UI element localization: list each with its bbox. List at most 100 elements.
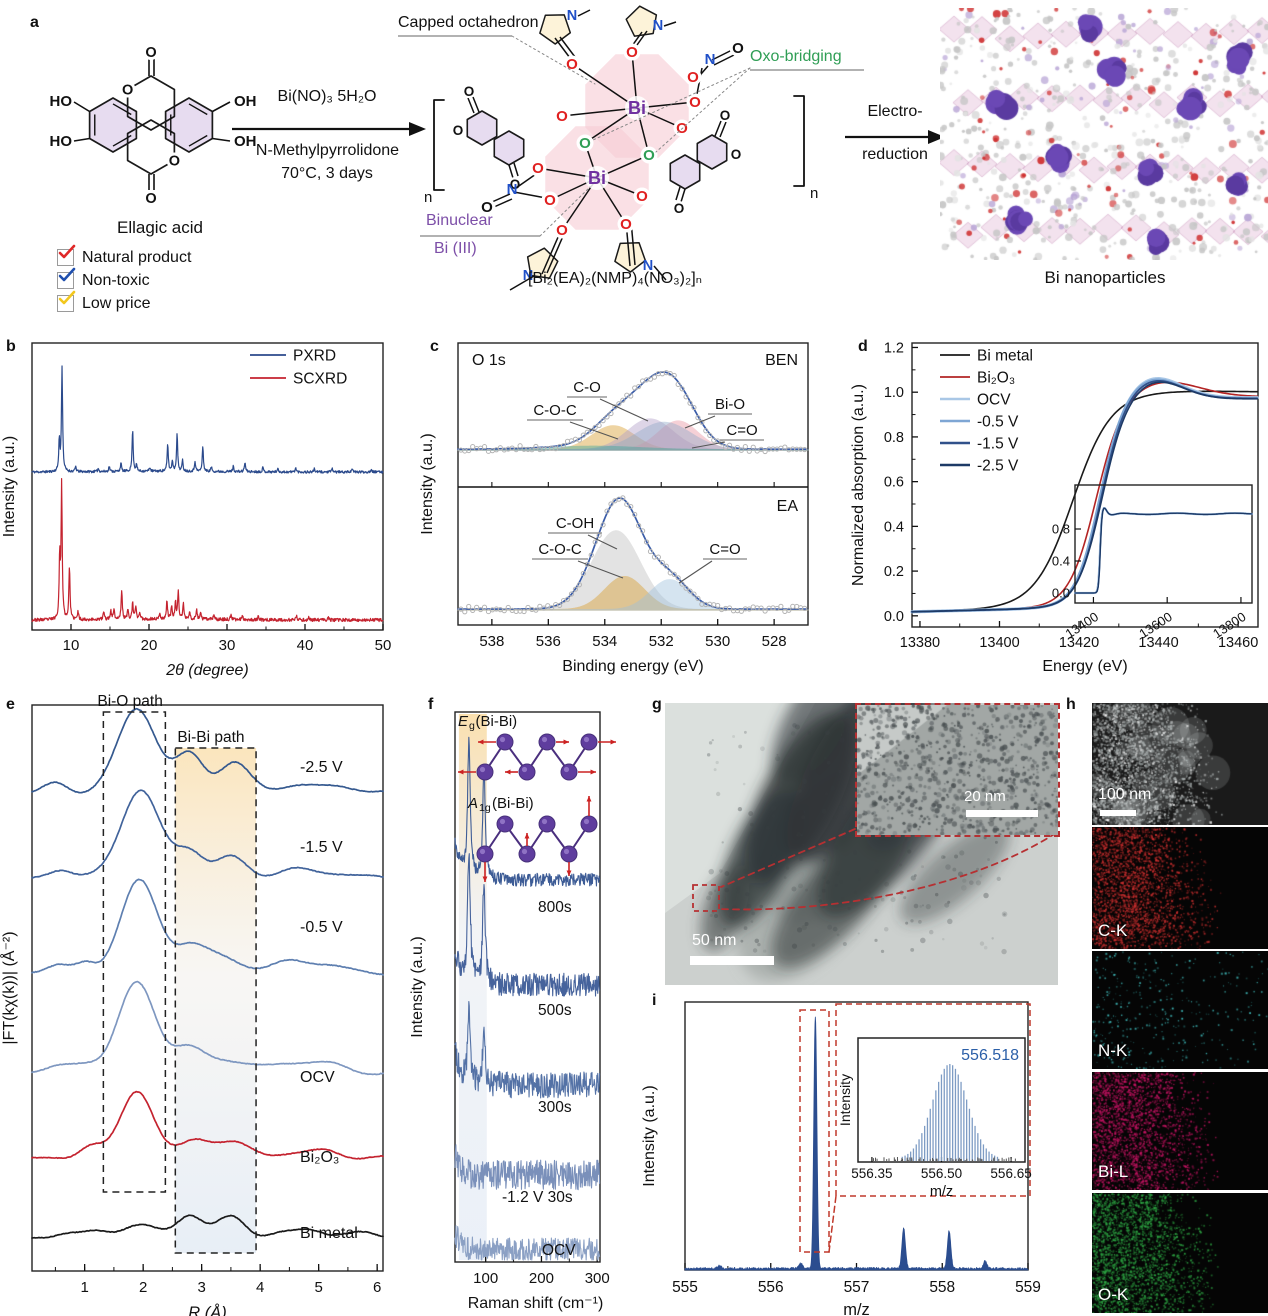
svg-text:(Bi-Bi): (Bi-Bi)	[492, 795, 534, 812]
reaction-conditions: 70°C, 3 days	[281, 165, 373, 182]
svg-text:-0.5 V: -0.5 V	[300, 919, 343, 936]
panel-label-g: g	[652, 696, 662, 713]
tem-scalebar	[690, 956, 774, 965]
svg-text:0.4: 0.4	[884, 519, 904, 535]
xrd-chart: 10 20 30 40 50 2θ (degree) Intensity (a.u.) PXR…	[1, 342, 391, 679]
svg-text:Bi₂O₃: Bi₂O₃	[300, 1149, 339, 1166]
eds-label-bi-l: Bi-L	[1098, 1162, 1129, 1181]
panel-label-b: b	[6, 338, 16, 355]
svg-text:O: O	[169, 154, 180, 170]
svg-text:O: O	[674, 201, 685, 216]
complex-formula: [Bi₂(EA)₂(NMP)₄(NO₃)₂]ₙ	[527, 270, 703, 287]
eds-map-n-k	[1092, 951, 1268, 1069]
svg-text:N: N	[653, 18, 663, 34]
checklist-label: Low price	[82, 294, 151, 312]
svg-text:500s: 500s	[538, 1002, 572, 1019]
svg-text:O: O	[464, 84, 475, 99]
capped-octahedron-label: Capped octahedron	[398, 14, 539, 31]
svg-text:O: O	[556, 108, 568, 125]
svg-text:Bi-Bi path: Bi-Bi path	[177, 729, 244, 746]
svg-text:OCV: OCV	[300, 1069, 335, 1086]
svg-text:O: O	[689, 94, 701, 111]
svg-text:40: 40	[297, 637, 314, 654]
svg-text:2: 2	[139, 1279, 147, 1296]
svg-text:-0.5 V: -0.5 V	[977, 414, 1019, 431]
ellagic-acid-structure: O O O O OH OH HO HO	[50, 44, 257, 207]
svg-text:C-OH: C-OH	[556, 515, 594, 532]
bi-nanoparticles-image	[940, 8, 1268, 260]
checklist-item: Non-toxic	[57, 267, 191, 292]
svg-text:A: A	[467, 795, 478, 812]
svg-text:Energy (eV): Energy (eV)	[1042, 658, 1127, 675]
svg-text:C=O: C=O	[709, 541, 740, 558]
svg-text:Bi metal: Bi metal	[300, 1225, 358, 1242]
svg-text:HO: HO	[50, 133, 73, 150]
svg-text:556.35: 556.35	[851, 1166, 892, 1181]
svg-text:E: E	[458, 713, 469, 730]
svg-text:0.0: 0.0	[884, 609, 904, 625]
svg-text:556.65: 556.65	[990, 1166, 1031, 1181]
svg-text:Intensity (a.u.): Intensity (a.u.)	[420, 433, 436, 534]
svg-text:1.2: 1.2	[884, 340, 904, 356]
svg-text:N: N	[705, 51, 716, 68]
svg-text:Bi: Bi	[588, 168, 606, 188]
binuclear-label: Binuclear	[426, 212, 493, 229]
tem-inset-scalebar	[966, 810, 1038, 817]
svg-text:557: 557	[844, 1279, 870, 1296]
reaction-arrow	[232, 122, 426, 136]
oxo-bridging-label: Oxo-bridging	[750, 48, 842, 65]
panel-label-h: h	[1066, 696, 1076, 713]
svg-text:C-O-C: C-O-C	[533, 402, 576, 419]
eds-map-c-k	[1092, 827, 1268, 949]
svg-text:555: 555	[672, 1279, 698, 1296]
svg-text:800s: 800s	[538, 899, 572, 916]
svg-text:O: O	[453, 123, 464, 138]
svg-text:O: O	[687, 69, 699, 86]
svg-text:536: 536	[536, 633, 561, 650]
svg-text:5: 5	[314, 1279, 322, 1296]
svg-text:g: g	[469, 720, 475, 732]
svg-text:-1.5 V: -1.5 V	[300, 839, 343, 856]
svg-text:m/z: m/z	[843, 1301, 870, 1316]
svg-text:100: 100	[473, 1270, 498, 1287]
svg-text:13460: 13460	[1218, 635, 1258, 651]
svg-text:556: 556	[758, 1279, 784, 1296]
panel-label-d: d	[858, 338, 868, 355]
svg-text:R (Å): R (Å)	[188, 1303, 227, 1316]
panel-label-i: i	[652, 992, 657, 1009]
svg-text:Bi metal: Bi metal	[977, 348, 1033, 365]
checklist-label: Non-toxic	[82, 271, 150, 289]
svg-text:O: O	[556, 222, 568, 239]
svg-text:Raman shift (cm⁻¹): Raman shift (cm⁻¹)	[468, 1295, 604, 1312]
svg-text:1g: 1g	[479, 802, 491, 814]
eds-label-o-k: O-K	[1098, 1285, 1129, 1304]
svg-text:Intensity (a.u.): Intensity (a.u.)	[1, 436, 18, 537]
svg-text:OH: OH	[234, 133, 257, 150]
svg-text:0.8: 0.8	[884, 430, 904, 446]
svg-text:30: 30	[219, 637, 236, 654]
svg-text:O: O	[720, 108, 731, 123]
svg-text:-1.5 V: -1.5 V	[977, 436, 1019, 453]
checkbox-icon	[57, 290, 76, 312]
svg-text:10: 10	[63, 637, 80, 654]
svg-text:PXRD: PXRD	[293, 348, 336, 365]
electroreduction-arrow	[845, 130, 945, 144]
svg-text:O: O	[620, 216, 632, 233]
svg-text:Intensity (a.u.): Intensity (a.u.)	[410, 936, 426, 1037]
svg-text:528: 528	[762, 633, 787, 650]
svg-text:O: O	[481, 199, 493, 216]
checkbox-icon	[57, 267, 76, 289]
svg-text:O: O	[566, 56, 578, 73]
stem-scalebar	[1100, 810, 1136, 816]
eds-label-n-k: N-K	[1098, 1041, 1128, 1060]
svg-text:N: N	[567, 8, 577, 24]
svg-text:1: 1	[80, 1279, 88, 1296]
svg-text:|FT(kχ(k))| (Å⁻²): |FT(kχ(k))| (Å⁻²)	[0, 931, 18, 1044]
reaction-reagent: Bi(NO)₃ 5H₂O	[277, 88, 377, 105]
checklist-item: Low price	[57, 290, 191, 315]
svg-text:C-O-C: C-O-C	[538, 541, 581, 558]
svg-text:559: 559	[1015, 1279, 1041, 1296]
mass-spectrum-chart: 555 556 557 558 559 m/z Intensity (a.u.) 556.35…	[641, 1001, 1041, 1316]
panel-label-f: f	[428, 696, 434, 713]
